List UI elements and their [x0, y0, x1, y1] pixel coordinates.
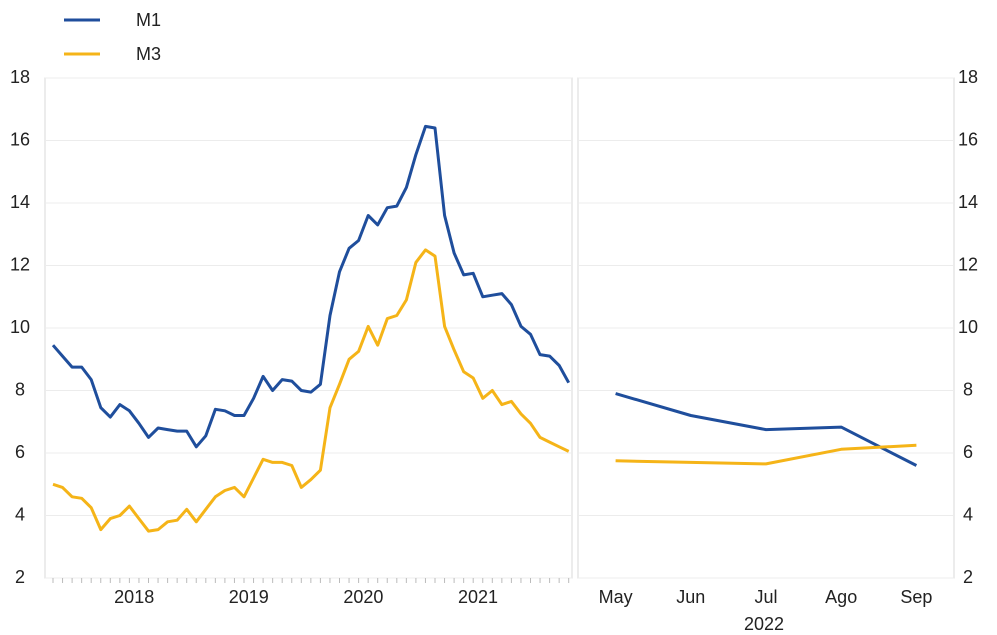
series-line — [52, 248, 570, 533]
x-tick-label: 2019 — [229, 587, 269, 607]
legend-label: M1 — [136, 10, 161, 30]
x-tick-label: Sep — [900, 587, 932, 607]
x-axis-label: 2022 — [744, 614, 784, 634]
x-tick-label: 2021 — [458, 587, 498, 607]
series-line — [51, 124, 571, 449]
y-tick-label: 2 — [963, 567, 973, 587]
y-tick-label: 14 — [958, 192, 978, 212]
x-tick-label: 2020 — [343, 587, 383, 607]
y-tick-label: 10 — [10, 317, 30, 337]
series-line — [615, 443, 917, 466]
y-tick-label: 18 — [10, 67, 30, 87]
y-tick-label: 4 — [15, 504, 25, 524]
y-tick-label: 10 — [958, 317, 978, 337]
x-tick-label: Jul — [754, 587, 777, 607]
y-tick-label: 16 — [958, 129, 978, 149]
legend-label: M3 — [136, 44, 161, 64]
y-tick-label: 6 — [963, 442, 973, 462]
y-tick-label: 2 — [15, 567, 25, 587]
y-tick-label: 12 — [10, 254, 30, 274]
y-tick-label: 14 — [10, 192, 30, 212]
x-tick-label: 2018 — [114, 587, 154, 607]
y-tick-label: 4 — [963, 504, 973, 524]
y-tick-label: 8 — [15, 379, 25, 399]
y-tick-label: 18 — [958, 67, 978, 87]
x-tick-label: May — [599, 587, 633, 607]
y-tick-label: 12 — [958, 254, 978, 274]
y-tick-label: 8 — [963, 379, 973, 399]
x-tick-label: Ago — [825, 587, 857, 607]
y-tick-label: 16 — [10, 129, 30, 149]
x-tick-label: Jun — [676, 587, 705, 607]
series-line — [615, 392, 918, 467]
y-tick-label: 6 — [15, 442, 25, 462]
